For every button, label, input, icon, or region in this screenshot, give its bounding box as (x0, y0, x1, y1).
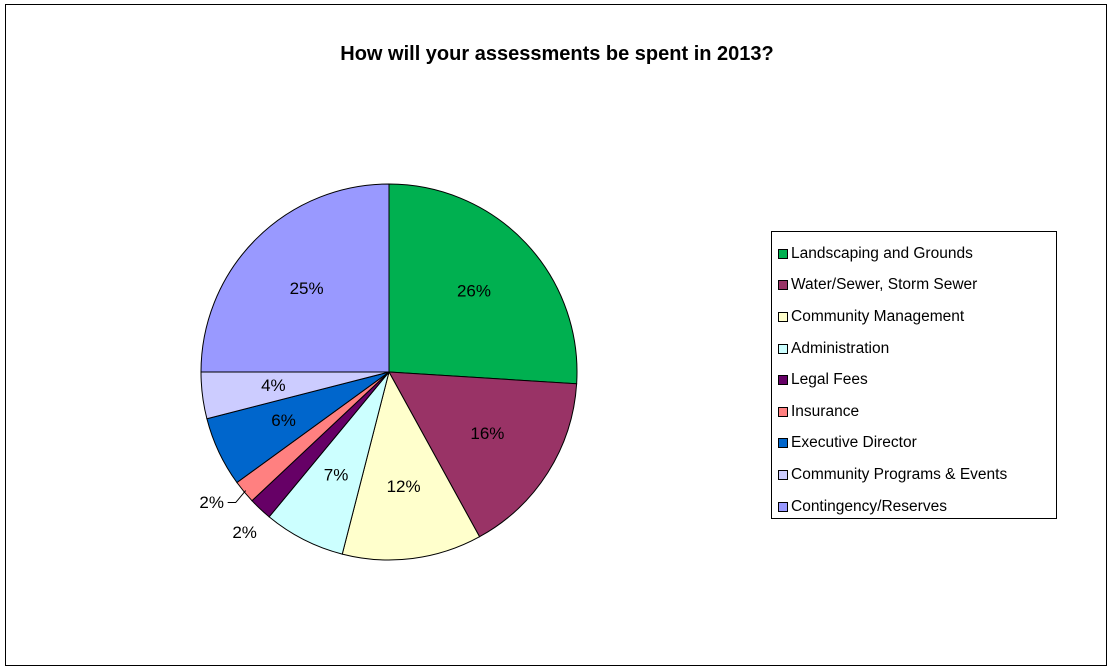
legend-swatch (778, 406, 788, 417)
legend-item: Contingency/Reserves (778, 491, 1056, 523)
legend-label: Insurance (791, 402, 860, 420)
legend-label: Community Programs & Events (791, 465, 1008, 483)
data-label-0: 26% (457, 282, 491, 301)
legend-item: Administration (778, 333, 1056, 365)
legend-item: Water/Sewer, Storm Sewer (778, 270, 1056, 302)
legend-label: Landscaping and Grounds (791, 244, 973, 262)
legend: Landscaping and Grounds Water/Sewer, Stor… (771, 231, 1057, 519)
data-label-2: 12% (387, 477, 421, 496)
legend-item: Legal Fees (778, 364, 1056, 396)
legend-label: Executive Director (791, 434, 917, 452)
legend-swatch (778, 375, 788, 386)
legend-swatch (778, 438, 788, 449)
data-label-6: 6% (271, 411, 296, 430)
legend-item: Community Programs & Events (778, 459, 1056, 491)
leader-line-5 (227, 490, 247, 504)
legend-item: Insurance (778, 396, 1056, 428)
data-label-4: 2% (232, 523, 257, 542)
pie-slice-1 (388, 371, 578, 538)
legend-swatch (778, 311, 788, 322)
legend-swatch (778, 501, 788, 512)
data-label-7: 4% (261, 376, 286, 395)
legend-label: Water/Sewer, Storm Sewer (791, 276, 978, 294)
legend-label: Community Management (791, 307, 965, 325)
pie-slice-0 (388, 183, 578, 385)
legend-label: Legal Fees (791, 371, 868, 389)
legend-label: Contingency/Reserves (791, 497, 947, 515)
data-label-3: 7% (324, 465, 349, 484)
legend-item: Community Management (778, 301, 1056, 333)
pie-chart: 26% 16% 12% 7% 2% 2% 6% 4% 25% (199, 183, 578, 561)
legend-swatch (778, 280, 788, 291)
legend-label: Administration (791, 339, 890, 357)
legend-item: Executive Director (778, 428, 1056, 460)
legend-swatch (778, 469, 788, 480)
data-label-8: 25% (290, 279, 324, 298)
legend-swatch (778, 343, 788, 354)
data-label-5: 2% (199, 493, 224, 512)
legend-item: Landscaping and Grounds (778, 238, 1056, 270)
legend-swatch (778, 248, 788, 259)
pie-slice-8 (200, 183, 390, 373)
pie-slice-2 (341, 370, 481, 561)
chart-title: How will your assessments be spent in 20… (340, 43, 774, 65)
data-label-1: 16% (470, 424, 504, 443)
chart-area: How will your assessments be spent in 20… (5, 4, 1107, 666)
